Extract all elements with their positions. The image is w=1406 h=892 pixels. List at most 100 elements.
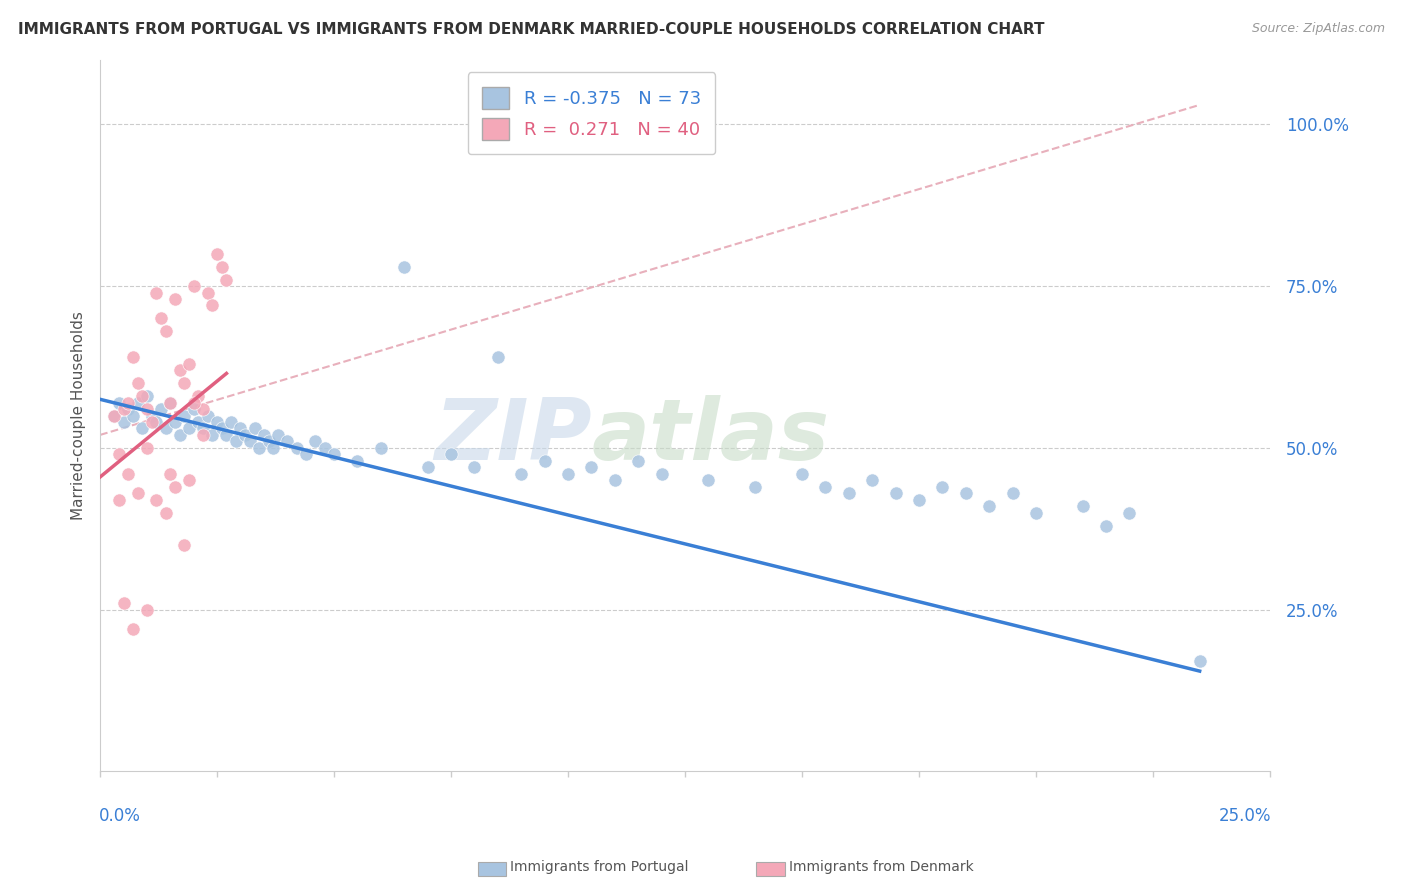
Point [219, 415, 242, 429]
Point [627, 454, 650, 468]
Point [201, 428, 224, 442]
Point [173, 409, 195, 423]
Point [191, 402, 214, 417]
Point [1025, 506, 1047, 520]
Point [211, 421, 233, 435]
Point [183, 279, 205, 293]
Point [955, 486, 977, 500]
Point [187, 415, 209, 429]
Point [1001, 486, 1024, 500]
Point [177, 421, 200, 435]
Point [108, 492, 131, 507]
Point [215, 272, 238, 286]
Point [169, 428, 191, 442]
Text: IMMIGRANTS FROM PORTUGAL VS IMMIGRANTS FROM DENMARK MARRIED-COUPLE HOUSEHOLDS CO: IMMIGRANTS FROM PORTUGAL VS IMMIGRANTS F… [18, 22, 1045, 37]
Point [127, 395, 149, 409]
Point [112, 402, 135, 417]
Point [145, 415, 167, 429]
Point [257, 434, 280, 449]
Point [486, 351, 509, 365]
Point [112, 596, 135, 610]
Point [135, 441, 157, 455]
Point [163, 480, 186, 494]
Text: 0.0%: 0.0% [98, 807, 141, 825]
Point [117, 467, 139, 481]
Text: Immigrants from Portugal: Immigrants from Portugal [510, 860, 689, 874]
Point [243, 421, 266, 435]
Point [177, 473, 200, 487]
Point [1095, 518, 1118, 533]
Point [1071, 499, 1094, 513]
Point [239, 434, 262, 449]
Point [370, 441, 392, 455]
Point [127, 376, 149, 391]
Point [416, 460, 439, 475]
Point [155, 421, 177, 435]
Text: ZIP: ZIP [434, 395, 592, 478]
Text: Immigrants from Denmark: Immigrants from Denmark [789, 860, 973, 874]
Point [173, 538, 195, 552]
Point [603, 473, 626, 487]
Point [197, 409, 219, 423]
Point [169, 363, 191, 377]
Point [908, 492, 931, 507]
Point [155, 506, 177, 520]
Point [173, 376, 195, 391]
Point [215, 428, 238, 442]
Point [112, 415, 135, 429]
Point [394, 260, 416, 274]
Point [205, 415, 228, 429]
Point [247, 441, 270, 455]
Point [122, 622, 145, 636]
Point [159, 395, 181, 409]
Point [183, 395, 205, 409]
Point [253, 428, 276, 442]
Text: 25.0%: 25.0% [1219, 807, 1271, 825]
Point [108, 447, 131, 461]
Point [149, 311, 172, 326]
Point [557, 467, 579, 481]
Text: atlas: atlas [592, 395, 830, 478]
Point [463, 460, 485, 475]
Point [838, 486, 860, 500]
Point [135, 389, 157, 403]
Point [163, 292, 186, 306]
Point [183, 402, 205, 417]
Point [229, 421, 252, 435]
Point [155, 325, 177, 339]
Point [187, 389, 209, 403]
Point [211, 260, 233, 274]
Point [149, 402, 172, 417]
Point [295, 447, 318, 461]
Point [744, 480, 766, 494]
Point [159, 467, 181, 481]
Point [346, 454, 368, 468]
Point [131, 421, 153, 435]
Point [697, 473, 720, 487]
Point [323, 447, 346, 461]
Point [103, 409, 125, 423]
Point [141, 415, 163, 429]
Text: Source: ZipAtlas.com: Source: ZipAtlas.com [1251, 22, 1385, 36]
Point [581, 460, 603, 475]
Point [1118, 506, 1140, 520]
Point [262, 441, 284, 455]
Point [197, 285, 219, 300]
Point [177, 357, 200, 371]
Point [163, 415, 186, 429]
Point [233, 428, 256, 442]
Point [814, 480, 837, 494]
Point [510, 467, 533, 481]
Point [145, 492, 167, 507]
Point [1188, 654, 1211, 668]
Point [276, 434, 298, 449]
Point [225, 434, 247, 449]
Point [860, 473, 883, 487]
Point [651, 467, 673, 481]
Point [117, 395, 139, 409]
Point [135, 402, 157, 417]
Point [267, 428, 290, 442]
Point [131, 389, 153, 403]
Point [141, 409, 163, 423]
Point [108, 395, 131, 409]
